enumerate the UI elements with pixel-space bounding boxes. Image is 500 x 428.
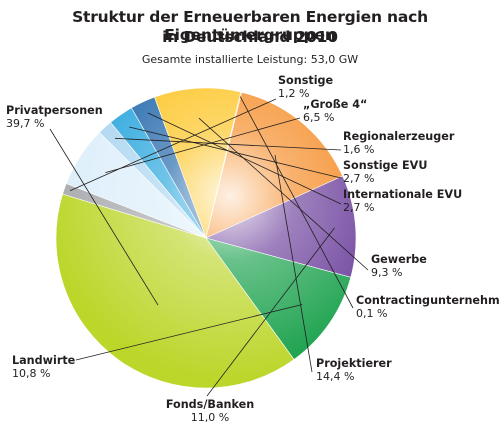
slice-label-contractingunternehmen: Contractingunternehmen	[356, 294, 500, 307]
slice-label-gro-e-4: „Große 4“	[303, 98, 367, 111]
slice-label-projektierer: Projektierer	[316, 357, 392, 370]
chart-title-line-1: Struktur der Erneuerbaren Energien nach …	[72, 8, 428, 44]
slice-label-fonds-banken: Fonds/Banken	[166, 398, 254, 411]
slice-value-sonstige-evu: 2,7 %	[343, 172, 374, 185]
slice-value-sonstige: 1,2 %	[278, 87, 309, 100]
leader-line-sonstige	[69, 98, 277, 192]
slice-label-landwirte: Landwirte	[12, 354, 76, 367]
slice-value-projektierer: 14,4 %	[316, 370, 354, 383]
chart-title-line-2: in Deutschland 2010	[162, 28, 338, 46]
slice-value-regionalerzeuger: 1,6 %	[343, 143, 374, 156]
slice-value-gro-e-4: 6,5 %	[303, 111, 334, 124]
slice-label-internationale-evu: Internationale EVU	[343, 188, 462, 201]
leader-line-contractingunternehmen	[239, 96, 354, 309]
slice-label-privatpersonen: Privatpersonen	[6, 104, 103, 117]
slice-value-internationale-evu: 2,7 %	[343, 201, 374, 214]
slice-label-sonstige-evu: Sonstige EVU	[343, 159, 427, 172]
slice-label-gewerbe: Gewerbe	[371, 253, 427, 266]
leader-line-privatpersonen	[49, 128, 159, 306]
leader-line-sonstige-evu	[129, 126, 342, 179]
slice-value-privatpersonen: 39,7 %	[6, 117, 44, 130]
slice-label-regionalerzeuger: Regionalerzeuger	[343, 130, 455, 143]
leader-line-landwirte	[75, 304, 303, 361]
slice-value-contractingunternehmen: 0,1 %	[356, 307, 387, 320]
leader-lines	[49, 96, 369, 397]
leader-line-gewerbe	[198, 117, 369, 271]
chart-subtitle: Gesamte installierte Leistung: 53,0 GW	[141, 53, 359, 66]
slice-value-gewerbe: 9,3 %	[371, 266, 402, 279]
leader-line-gro-e-4	[105, 117, 301, 173]
leader-line-projektierer	[274, 154, 313, 373]
pie-highlight	[56, 88, 356, 388]
slice-value-fonds-banken: 11,0 %	[191, 411, 229, 424]
slice-label-sonstige: Sonstige	[278, 74, 334, 87]
slice-value-landwirte: 10,8 %	[12, 367, 50, 380]
